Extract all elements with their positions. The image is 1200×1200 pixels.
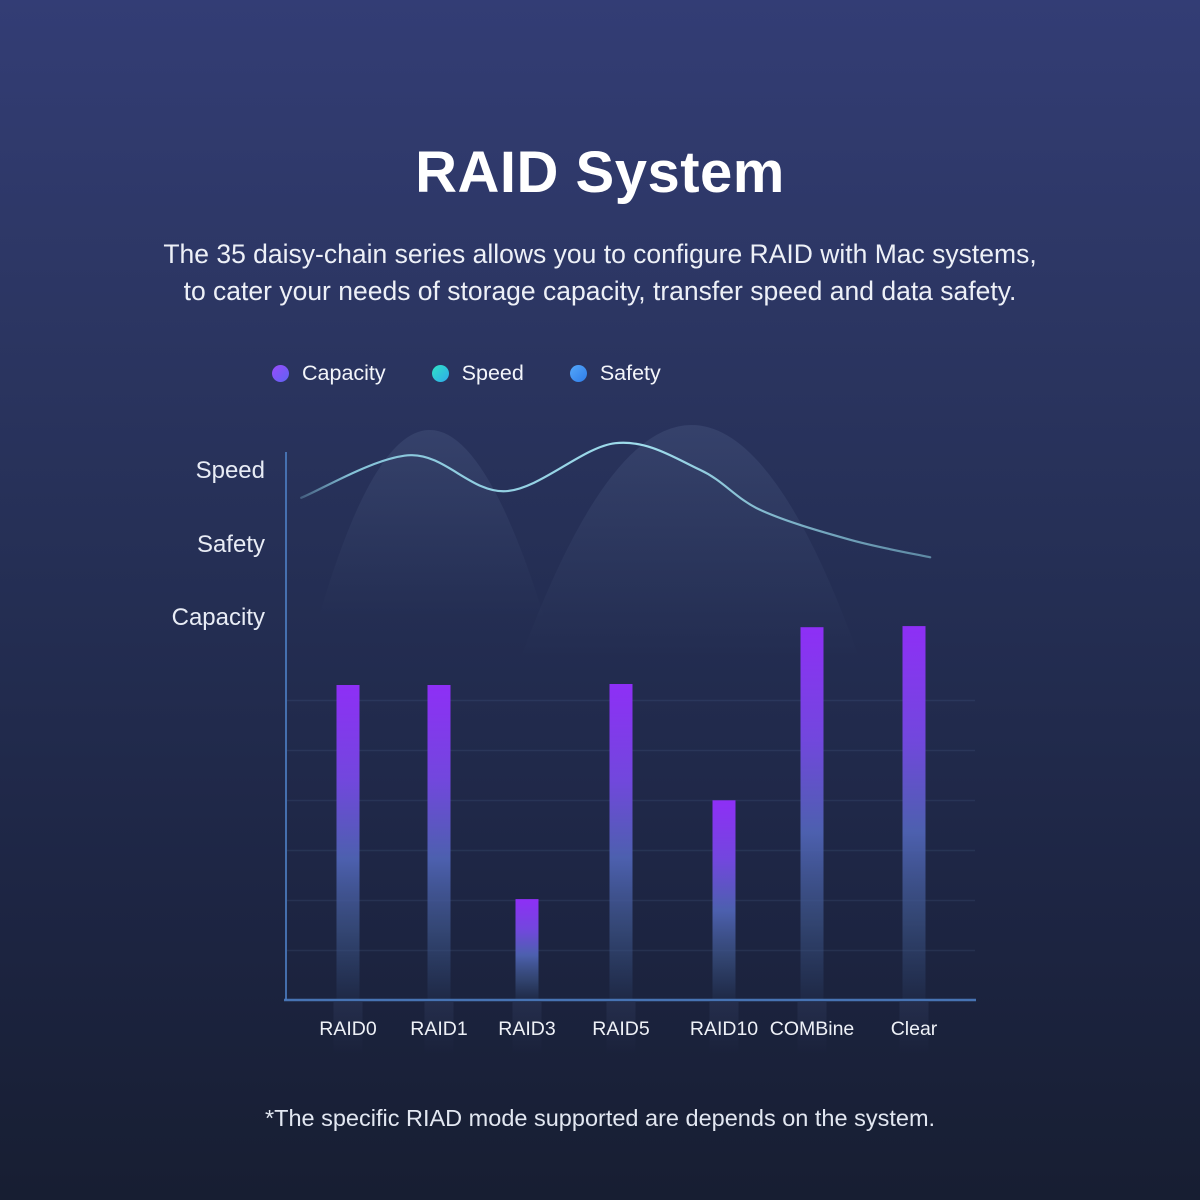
bar-reflection-clear xyxy=(899,1002,929,1054)
bar-reflection-raid0 xyxy=(333,1002,363,1054)
bar-raid0 xyxy=(336,685,360,999)
y-axis-label-safety: Safety xyxy=(196,531,265,558)
bar-raid1 xyxy=(427,685,451,999)
bar-clear xyxy=(902,626,926,999)
legend-item-speed: Speed xyxy=(431,361,524,386)
legend-label-speed: Speed xyxy=(461,361,524,385)
x-axis-label-raid1: RAID1 xyxy=(410,1018,468,1040)
subtitle-line-1: The 35 daisy-chain series allows you to … xyxy=(163,238,1037,269)
subtitle-line-2: to cater your needs of storage capacity,… xyxy=(183,275,1017,306)
capacity-bars xyxy=(336,626,926,999)
bar-reflection-combine xyxy=(797,1002,827,1054)
x-axis-label-raid5: RAID5 xyxy=(592,1018,650,1040)
x-axis-label-clear: Clear xyxy=(890,1018,938,1040)
chart-legend: Capacity Speed Safety xyxy=(272,361,661,386)
y-axis-label-capacity: Capacity xyxy=(171,604,265,631)
x-axis-label-combine: COMBine xyxy=(769,1018,855,1040)
chart-axes xyxy=(284,452,976,1002)
legend-item-capacity: Capacity xyxy=(272,361,386,386)
background-mountains xyxy=(318,425,860,660)
legend-label-safety: Safety xyxy=(599,361,661,385)
bar-reflection-raid10 xyxy=(709,1002,739,1054)
page-title: RAID System xyxy=(415,139,785,205)
bar-reflection-raid1 xyxy=(424,1002,454,1054)
safety-dot-icon xyxy=(569,365,587,382)
legend-label-capacity: Capacity xyxy=(302,361,386,385)
y-axis-label-speed: Speed xyxy=(195,457,265,484)
bar-reflection-raid3 xyxy=(512,1002,542,1054)
footnote: *The specific RIAD mode supported are de… xyxy=(264,1104,936,1131)
mountain-shape-left xyxy=(318,430,545,620)
speed-curve-line xyxy=(300,441,932,559)
bar-raid5 xyxy=(609,684,633,999)
mountain-shape-right xyxy=(520,425,860,660)
bar-reflection-raid5 xyxy=(606,1002,636,1054)
capacity-dot-icon xyxy=(272,365,289,382)
bar-combine xyxy=(800,627,824,999)
bar-raid3 xyxy=(515,899,539,999)
bar-raid10 xyxy=(712,800,736,999)
bar-reflections xyxy=(333,1002,929,1054)
x-axis-label-raid10: RAID10 xyxy=(689,1018,759,1040)
x-axis-label-raid3: RAID3 xyxy=(498,1018,556,1040)
legend-item-safety: Safety xyxy=(569,361,661,386)
speed-dot-icon xyxy=(431,365,449,382)
x-axis-label-raid0: RAID0 xyxy=(319,1018,377,1040)
